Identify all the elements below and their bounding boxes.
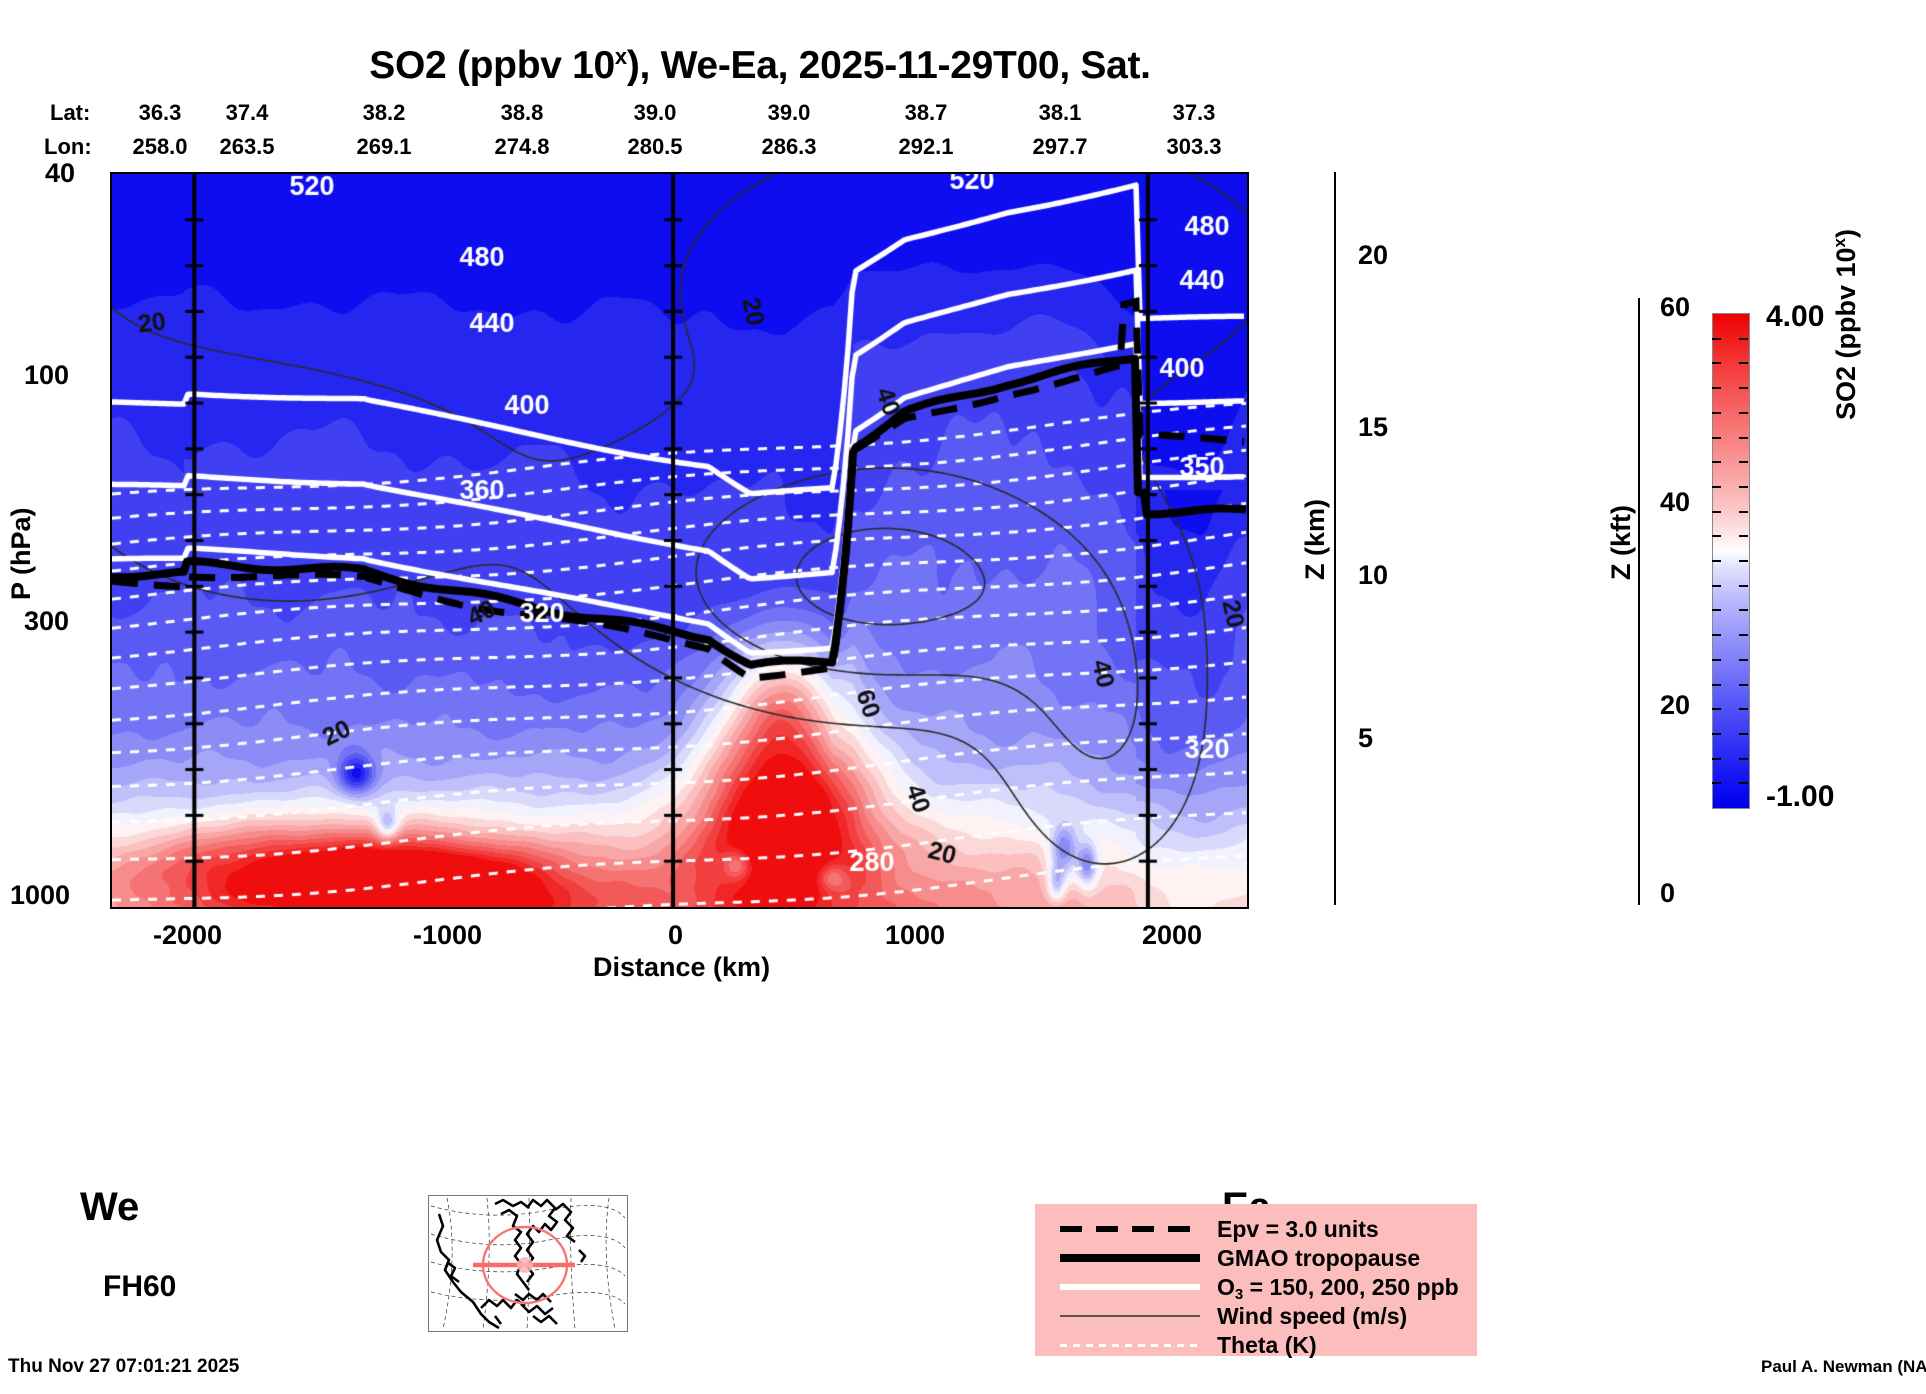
latitude-value: 39.0 (767, 100, 811, 125)
z-kft-axis-title: Z (kft) (1606, 505, 1636, 580)
x-axis-tick--2000: -2000 (153, 920, 223, 950)
inset-map-svg (430, 1197, 626, 1330)
longitude-value: 280.5 (627, 134, 683, 159)
center-marker (517, 1257, 533, 1273)
z-kft-tick-20: 20 (1660, 690, 1691, 720)
p-axis-tick-40: 40 (45, 158, 76, 188)
author-credit: Paul A. Newman (NASA (1761, 1357, 1926, 1376)
title-suffix: ), We-Ea, 2025-11-29T00, Sat. (626, 44, 1151, 87)
z-kft-tick-40: 40 (1660, 487, 1691, 517)
z-km-tick-20: 20 (1358, 240, 1389, 270)
z-km-tick-15: 15 (1358, 412, 1389, 442)
p-axis-title: P (hPa) (6, 507, 36, 600)
longitude-value: 274.8 (494, 134, 550, 159)
colorbar-title-exponent: x (1830, 237, 1849, 248)
generation-timestamp: Thu Nov 27 07:01:21 2025 (8, 1356, 240, 1377)
inset-location-map (428, 1195, 628, 1332)
legend-item-tropopause: GMAO tropopause (1035, 1243, 1477, 1273)
legend-label-wind: Wind speed (m/s) (1217, 1303, 1408, 1329)
p-axis-tick-100: 100 (24, 360, 70, 390)
west-endpoint-label: We (80, 1185, 140, 1229)
longitude-value: 269.1 (356, 134, 412, 159)
z-kft-tick-60: 60 (1660, 292, 1691, 322)
legend-label-epv: Epv = 3.0 units (1217, 1216, 1379, 1242)
colorbar-ticks (1712, 313, 1748, 807)
legend-label-theta: Theta (K) (1217, 1332, 1317, 1358)
longitude-value: 303.3 (1166, 134, 1222, 159)
latitude-value: 37.4 (225, 100, 269, 125)
coastlines (435, 1198, 587, 1330)
longitude-value: 263.5 (219, 134, 275, 159)
legend-item-epv: Epv = 3.0 units (1035, 1214, 1477, 1244)
x-axis-tick-1000: 1000 (885, 920, 946, 950)
x-axis-title: Distance (km) (593, 952, 771, 982)
colorbar-max-label: 4.00 (1766, 300, 1825, 333)
plot-legend: Epv = 3.0 units GMAO tropopause O3 = 150… (1035, 1204, 1477, 1358)
latitude-label: Lat: (50, 100, 91, 125)
title-prefix: SO2 (ppbv 10 (369, 44, 615, 87)
forecast-hour-label: FH60 (103, 1270, 177, 1303)
z-km-tick-10: 10 (1358, 560, 1389, 590)
longitude-header-row: Lon: 258.0 263.5 269.1 274.8 280.5 286.3… (0, 134, 1520, 162)
latitude-value: 38.2 (362, 100, 406, 125)
longitude-value: 297.7 (1032, 134, 1088, 159)
ozone-line-key (1060, 1272, 1200, 1302)
latitude-header-row: Lat: 36.3 37.4 38.2 38.8 39.0 39.0 38.7 … (0, 100, 1520, 128)
p-axis-tick-1000: 1000 (10, 880, 71, 910)
legend-label-tropopause: GMAO tropopause (1217, 1245, 1421, 1271)
z-kft-axis-line (1638, 298, 1640, 905)
latitude-value: 38.8 (500, 100, 544, 125)
legend-item-wind: Wind speed (m/s) (1035, 1301, 1477, 1331)
colorbar-title: SO2 (ppbv 10x) (1830, 229, 1862, 420)
title-exponent: x (614, 44, 627, 69)
longitude-value: 286.3 (761, 134, 817, 159)
legend-label-ozone: O3 = 150, 200, 250 ppb (1217, 1274, 1459, 1303)
x-axis-tick-0: 0 (668, 920, 684, 950)
epv-line-key (1060, 1214, 1200, 1244)
x-axis-tick-2000: 2000 (1142, 920, 1203, 950)
longitude-label: Lon: (44, 134, 92, 159)
wind-line-key (1060, 1301, 1200, 1331)
x-axis-tick--1000: -1000 (413, 920, 483, 950)
p-axis-tick-300: 300 (24, 606, 70, 636)
legend-item-ozone: O3 = 150, 200, 250 ppb (1035, 1272, 1477, 1303)
theta-line-key (1060, 1330, 1200, 1360)
longitude-value: 292.1 (898, 134, 954, 159)
latitude-value: 38.7 (904, 100, 948, 125)
latitude-value: 37.3 (1172, 100, 1216, 125)
colorbar-title-suffix: ) (1831, 228, 1861, 238)
legend-item-theta: Theta (K) (1035, 1330, 1477, 1360)
tropopause-line-key (1060, 1243, 1200, 1273)
colorbar-min-label: -1.00 (1766, 780, 1835, 813)
latitude-value: 38.1 (1038, 100, 1082, 125)
longitude-value: 258.0 (132, 134, 188, 159)
z-kft-tick-0: 0 (1660, 878, 1676, 908)
colorbar-title-prefix: SO2 (ppbv 10 (1831, 247, 1861, 420)
graticule (430, 1197, 626, 1330)
z-km-axis-line (1334, 172, 1336, 905)
page-title: SO2 (ppbv 10x), We-Ea, 2025-11-29T00, Sa… (0, 44, 1520, 88)
so2-field-canvas (112, 174, 1247, 907)
latitude-value: 36.3 (138, 100, 182, 125)
z-km-tick-5: 5 (1358, 723, 1374, 753)
cross-section-plot (110, 172, 1249, 909)
z-km-axis-title: Z (km) (1300, 499, 1330, 580)
latitude-value: 39.0 (633, 100, 677, 125)
